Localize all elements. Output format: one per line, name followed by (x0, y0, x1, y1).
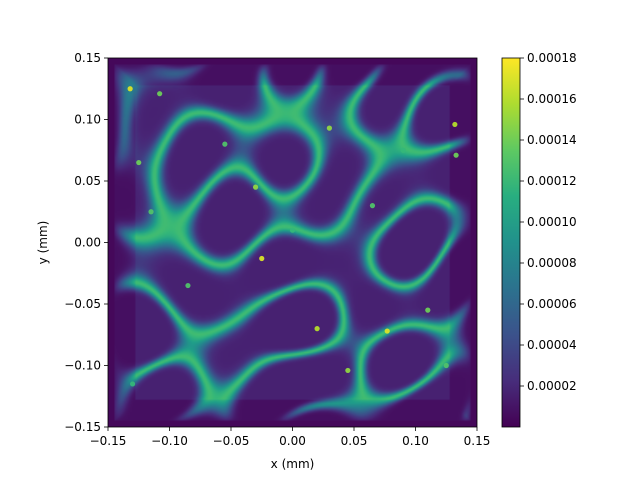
hotspot-13 (425, 307, 431, 313)
y-axis: −0.15 −0.10 −0.05 0.00 0.05 0.10 0.15 (64, 51, 108, 434)
y-tick-label-4: 0.05 (74, 174, 101, 188)
y-tick-label-0: −0.15 (64, 420, 101, 434)
hotspot-7 (259, 255, 265, 262)
x-axis-label: x (mm) (271, 457, 315, 471)
hotspot-15 (369, 203, 376, 209)
y-tick-label-3: 0.00 (74, 236, 101, 250)
colorbar-ticks: 0.00002 0.00004 0.00006 0.00008 0.00010 0.000… (520, 51, 577, 393)
x-tick-label-0: −0.15 (90, 434, 127, 448)
colorbar-tick-label-7: 0.00016 (527, 92, 577, 106)
hotspot-0 (127, 86, 133, 92)
hotspot-17 (400, 147, 406, 153)
plot-area (107, 57, 478, 428)
hotspot-18 (222, 141, 228, 147)
hotspot-3 (136, 159, 142, 166)
x-tick-label-6: 0.15 (464, 434, 491, 448)
hotspot-2 (452, 121, 458, 128)
y-tick-label-2: −0.05 (64, 297, 101, 311)
colorbar-tick-label-0: 0.00002 (527, 379, 577, 393)
hotspot-8 (148, 209, 154, 215)
hotspot-4 (453, 152, 459, 158)
x-tick-label-2: −0.05 (213, 434, 250, 448)
heatmap-image (108, 58, 477, 427)
hotspot-5 (326, 125, 332, 131)
hotspot-11 (345, 367, 351, 374)
hotspot-19 (289, 227, 296, 233)
colorbar-tick-label-1: 0.00004 (527, 338, 577, 352)
x-tick-label-3: 0.00 (279, 434, 306, 448)
x-tick-label-4: 0.05 (341, 434, 368, 448)
hotspot-12 (130, 381, 136, 387)
x-tick-label-1: −0.10 (151, 434, 188, 448)
colorbar-tick-label-6: 0.00014 (527, 133, 577, 147)
hotspot-14 (443, 362, 449, 369)
y-tick-label-6: 0.15 (74, 51, 101, 65)
hotspot-6 (253, 184, 259, 190)
x-axis: −0.15 −0.10 −0.05 0.00 0.05 0.10 0.15 (90, 427, 491, 448)
colorbar-tick-label-8: 0.00018 (527, 51, 577, 65)
y-tick-label-1: −0.10 (64, 359, 101, 373)
colorbar-frame (501, 57, 521, 428)
x-tick-label-5: 0.10 (402, 434, 429, 448)
hotspot-16 (185, 282, 191, 289)
y-tick-label-5: 0.10 (74, 113, 101, 127)
hotspot-10 (384, 328, 390, 334)
colorbar-tick-label-4: 0.00010 (527, 215, 577, 229)
colorbar: 0.00002 0.00004 0.00006 0.00008 0.00010 0.000… (501, 51, 577, 428)
colorbar-tick-label-3: 0.00008 (527, 256, 577, 270)
colorbar-tick-label-5: 0.00012 (527, 174, 577, 188)
hotspot-9 (314, 326, 320, 332)
hotspot-layer (127, 86, 459, 387)
y-axis-label: y (mm) (36, 221, 50, 265)
hotspot-1 (157, 91, 163, 97)
colorbar-gradient (502, 58, 520, 427)
colorbar-tick-label-2: 0.00006 (527, 297, 577, 311)
